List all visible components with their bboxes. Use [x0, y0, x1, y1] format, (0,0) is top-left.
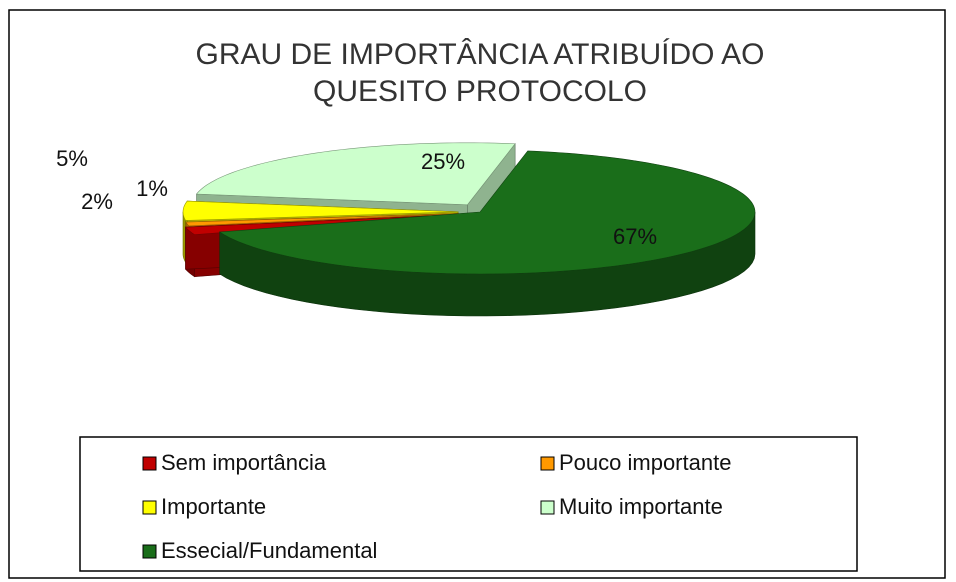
- pie-slice: [185, 213, 459, 227]
- pie-slice: [218, 150, 756, 275]
- legend-swatch: [142, 456, 157, 471]
- data-label: 5%: [56, 146, 88, 171]
- legend-label: Essecial/Fundamental: [161, 538, 377, 563]
- data-label: 2%: [81, 189, 113, 214]
- legend-label: Pouco importante: [559, 450, 731, 475]
- data-label: 67%: [613, 224, 657, 249]
- legend-label: Muito importante: [559, 494, 723, 519]
- legend-label: Importante: [161, 494, 266, 519]
- data-label: 25%: [421, 149, 465, 174]
- legend-swatch: [142, 500, 157, 515]
- legend-box: [79, 436, 858, 572]
- chart-title: GRAU DE IMPORTÂNCIA ATRIBUÍDO AO QUESITO…: [195, 38, 765, 108]
- legend-label: Sem importância: [161, 450, 327, 475]
- pie-slice: [195, 142, 516, 206]
- pie-slice: [182, 200, 459, 221]
- legend-swatch: [540, 500, 555, 515]
- legend-swatch: [540, 456, 555, 471]
- data-label: 1%: [136, 176, 168, 201]
- legend-swatch: [142, 544, 157, 559]
